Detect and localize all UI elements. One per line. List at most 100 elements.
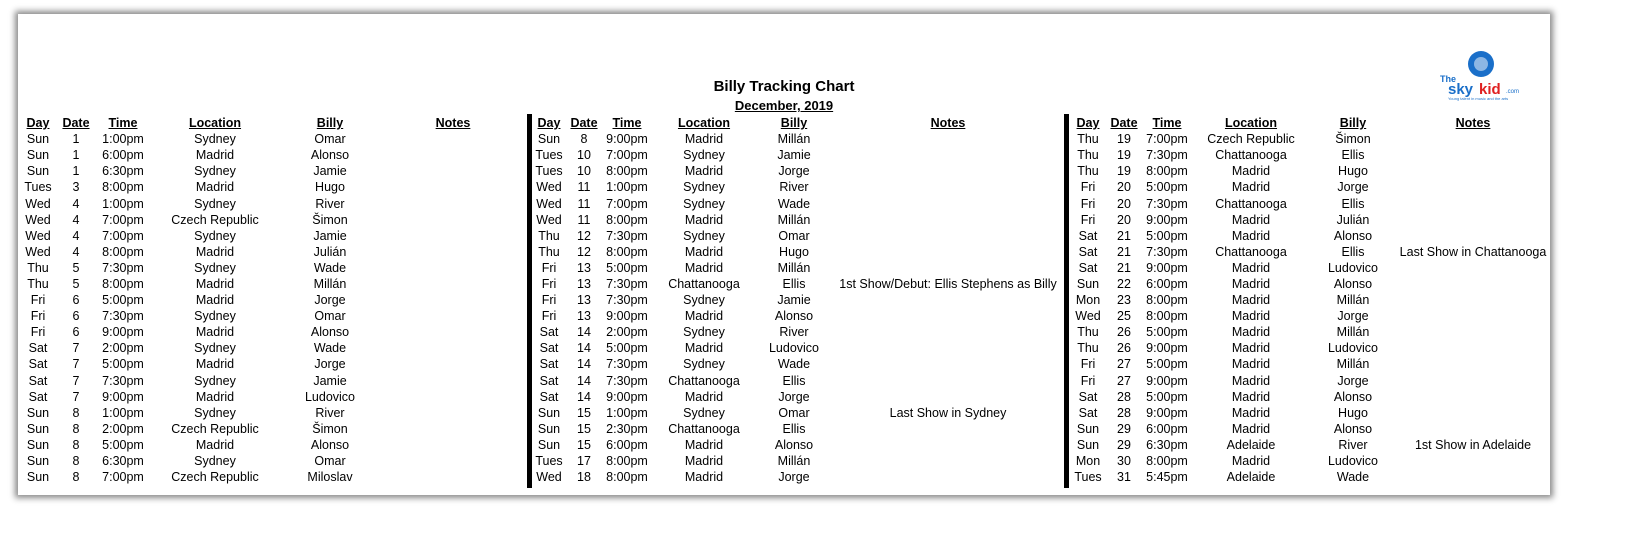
cell-time: 1:00pm [102, 405, 144, 420]
cell-billy: Omar [314, 309, 346, 324]
cell-location: Czech Republic [171, 212, 259, 227]
cell-location: Sydney [194, 132, 236, 147]
cell-location: Czech Republic [171, 470, 259, 485]
cell-day: Tues [535, 454, 563, 469]
cell-date: 11 [577, 212, 591, 227]
table-row: Sat 7 9:00pm Madrid Ludovico [20, 389, 526, 405]
cell-billy: Ludovico [768, 341, 820, 356]
cell-notes [1396, 260, 1550, 276]
cell-day: Thu [27, 276, 49, 291]
cell-time: 6:30pm [1146, 437, 1188, 452]
cell-billy: Jorge [1337, 373, 1369, 388]
page-title: Billy Tracking Chart [713, 78, 855, 95]
cell-notes [832, 179, 1064, 195]
cell-location: Sydney [683, 293, 725, 308]
cell-date: 25 [1117, 309, 1131, 324]
cell-day: Sat [1078, 228, 1098, 243]
cell-day: Sun [26, 454, 50, 469]
cell-day: Thu [1077, 148, 1099, 163]
cell-date: 4 [72, 212, 80, 227]
cell-date: 23 [1117, 293, 1131, 308]
cell-time: 2:00pm [102, 421, 144, 436]
column-header: Day [1076, 116, 1100, 131]
cell-day: Sun [26, 437, 50, 452]
cell-day: Fri [1080, 196, 1096, 211]
table-row: Tues 17 8:00pm Madrid Millán [532, 453, 1064, 469]
cell-time: 6:00pm [606, 437, 648, 452]
cell-time: 6:30pm [102, 164, 144, 179]
cell-notes [832, 292, 1064, 308]
cell-notes [380, 228, 526, 244]
cell-billy: Alonso [1333, 389, 1373, 404]
cell-location: Madrid [1231, 389, 1271, 404]
cell-location: Sydney [194, 309, 236, 324]
cell-notes [1396, 373, 1550, 389]
cell-notes [1396, 276, 1550, 292]
cell-location: Chattanooga [668, 373, 740, 388]
cell-date: 8 [72, 437, 80, 452]
cell-location: Madrid [1231, 293, 1271, 308]
cell-time: 6:00pm [1146, 421, 1188, 436]
cell-date: 6 [72, 325, 80, 340]
cell-billy: Ludovico [1327, 260, 1379, 275]
cell-billy: River [779, 325, 809, 340]
cell-time: 6:00pm [1146, 276, 1188, 291]
cell-time: 1:00pm [102, 196, 144, 211]
cell-time: 5:00pm [1146, 389, 1188, 404]
cell-day: Wed [536, 196, 562, 211]
cell-day: Fri [541, 309, 557, 324]
column-divider [1064, 114, 1069, 488]
cell-notes: 1st Show in Adelaide [1414, 437, 1532, 452]
table-row: Sun 29 6:00pm Madrid Alonso [1070, 421, 1550, 437]
cell-time: 7:30pm [606, 276, 648, 291]
table-row: Thu 19 8:00pm Madrid Hugo [1070, 163, 1550, 179]
cell-date: 13 [577, 309, 591, 324]
table-row: Sun 8 5:00pm Madrid Alonso [20, 437, 526, 453]
cell-time: 5:00pm [1146, 325, 1188, 340]
column-header: Day [26, 116, 50, 131]
cell-location: Madrid [684, 212, 724, 227]
cell-billy: Alonso [1333, 421, 1373, 436]
cell-time: 9:00pm [606, 389, 648, 404]
cell-time: 7:00pm [1146, 132, 1188, 147]
cell-location: Sydney [194, 196, 236, 211]
table-row: Wed 4 8:00pm Madrid Julián [20, 244, 526, 260]
cell-date: 6 [72, 309, 80, 324]
cell-date: 27 [1117, 373, 1131, 388]
cell-date: 6 [72, 293, 80, 308]
cell-billy: Jorge [314, 293, 346, 308]
cell-billy: Alonso [1333, 276, 1373, 291]
cell-day: Wed [25, 228, 51, 243]
cell-day: Thu [1077, 341, 1099, 356]
cell-billy: Jamie [777, 293, 811, 308]
table-row: Fri 27 5:00pm Madrid Millán [1070, 356, 1550, 372]
cell-day: Sun [537, 437, 561, 452]
column-header: Date [1110, 116, 1138, 131]
cell-location: Sydney [194, 373, 236, 388]
cell-location: Chattanooga [668, 276, 740, 291]
cell-time: 9:00pm [102, 389, 144, 404]
cell-date: 8 [72, 454, 80, 469]
cell-day: Thu [1077, 325, 1099, 340]
cell-date: 19 [1117, 164, 1131, 179]
document-page: The sky kid .com Young talent in music a… [18, 14, 1550, 495]
table-row: Mon 30 8:00pm Madrid Ludovico [1070, 453, 1550, 469]
cell-billy: Alonso [1333, 228, 1373, 243]
table-row: Sun 15 6:00pm Madrid Alonso [532, 437, 1064, 453]
cell-date: 15 [577, 405, 591, 420]
table-row: Sun 29 6:30pm Adelaide River 1st Show in Adel… [1070, 437, 1550, 453]
table-row: Sat 21 7:30pm Chattanooga Ellis Last Show in … [1070, 244, 1550, 260]
cell-billy: Omar [314, 132, 346, 147]
svg-text:sky: sky [1448, 81, 1474, 98]
cell-date: 4 [72, 228, 80, 243]
cell-notes [1396, 179, 1550, 195]
cell-day: Wed [536, 180, 562, 195]
cell-day: Sat [28, 357, 48, 372]
cell-billy: Wade [777, 357, 811, 372]
cell-billy: Ellis [782, 276, 806, 291]
cell-location: Madrid [684, 454, 724, 469]
column-header: Time [1152, 116, 1182, 131]
cell-day: Fri [1080, 357, 1096, 372]
table-row: Tues 3 8:00pm Madrid Hugo [20, 179, 526, 195]
cell-day: Wed [1075, 309, 1101, 324]
